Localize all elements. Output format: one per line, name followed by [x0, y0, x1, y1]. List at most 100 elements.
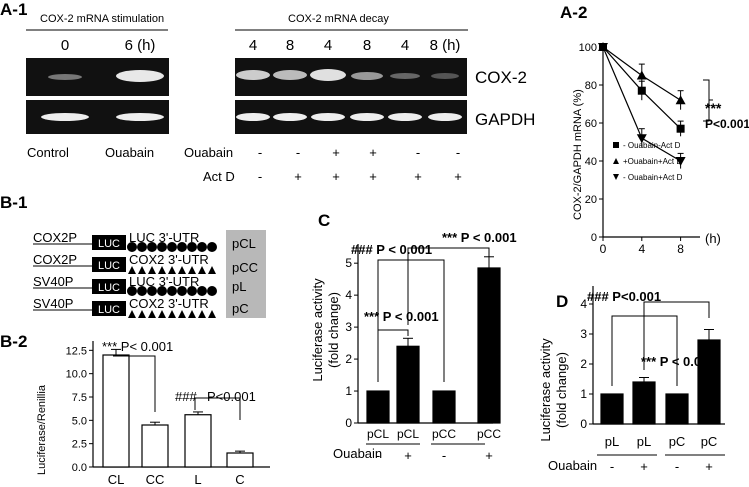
- b2-category-label: CL: [108, 472, 125, 487]
- are-element-triangle: [148, 266, 156, 274]
- are-element-circle: [157, 242, 167, 252]
- c-bar: [366, 390, 390, 424]
- gel-stim-cox2: [26, 58, 169, 96]
- ouabain-row-label: Ouabain: [184, 145, 233, 160]
- a2-significance: *** P<0.001: [703, 79, 749, 131]
- d-category-label: pL: [605, 434, 619, 449]
- legend-marker-triangle-up: [613, 158, 619, 164]
- a2-legend: - Ouabain-Act D +Ouabain+Act D - Ouabain…: [613, 141, 683, 182]
- d-ouabain-label: Ouabain: [548, 458, 597, 473]
- are-element-circle: [177, 286, 187, 296]
- sign: +: [332, 145, 340, 160]
- sign: -: [296, 145, 300, 160]
- are-element-circle: [127, 242, 137, 252]
- are-element-triangle: [148, 310, 156, 318]
- are-element-circle: [187, 242, 197, 252]
- utr-label: LUC 3'-UTR: [129, 230, 199, 245]
- panel-label-b1: B-1: [0, 193, 27, 212]
- legend-marker-square: [613, 142, 619, 148]
- a2-point: [598, 43, 608, 52]
- d-ytick-label: 1: [580, 387, 587, 401]
- promoter-label: COX2P: [33, 230, 77, 245]
- legend-entry: - Ouabain+Act D: [623, 173, 683, 182]
- c-category-label: pCC: [477, 427, 501, 441]
- sign: +: [369, 145, 377, 160]
- label-ouabain: Ouabain: [105, 145, 154, 160]
- d-category-label: pC: [669, 434, 686, 449]
- d-chart: 0 1 2 3 4 pL pL pC pC - + - +: [580, 286, 725, 474]
- construct-name: pC: [232, 301, 249, 316]
- are-element-triangle: [198, 310, 206, 318]
- are-element-triangle: [188, 266, 196, 274]
- c-sig-mid: *** P < 0.001: [364, 309, 439, 324]
- construct-name: pCL: [232, 236, 256, 251]
- promoter-label: SV40P: [33, 274, 73, 289]
- luc-label: LUC: [98, 238, 120, 250]
- b2-ytick-label: 0.0: [72, 462, 87, 474]
- label-control: Control: [27, 145, 69, 160]
- d-ytick-label: 4: [580, 297, 587, 311]
- luc-label: LUC: [98, 304, 120, 316]
- d-ouabain-sign: -: [675, 459, 679, 474]
- b2-sig1: *** P< 0.001: [102, 339, 173, 354]
- decay-time: 8: [286, 37, 294, 54]
- are-element-circle: [207, 242, 217, 252]
- a2-point: [675, 95, 686, 105]
- construct-name-box: [226, 230, 266, 318]
- decay-time: 4: [401, 37, 409, 54]
- sign: +: [414, 169, 422, 184]
- promoter-label: COX2P: [33, 252, 77, 267]
- actd-row-label: Act D: [203, 169, 235, 184]
- construct-row: SV40P LUC COX2 3'-UTR pC: [33, 296, 249, 318]
- sign: +: [454, 169, 462, 184]
- decay-times: 4 8 4 8 4 8 (h): [249, 37, 461, 54]
- are-element-triangle: [208, 266, 216, 274]
- are-element-triangle: [158, 266, 166, 274]
- sign: -: [416, 145, 420, 160]
- a2-xunit: (h): [705, 231, 721, 246]
- are-element-triangle: [138, 266, 146, 274]
- a2-ytick-label: 80: [585, 80, 597, 92]
- utr-label: COX2 3'-UTR: [129, 252, 209, 267]
- are-element-triangle: [188, 310, 196, 318]
- are-element-circle: [137, 286, 147, 296]
- are-element-circle: [147, 286, 157, 296]
- panel-label-d: D: [556, 292, 568, 311]
- luc-box: [92, 257, 126, 272]
- d-bar: [632, 381, 656, 425]
- d-ytick-label: 2: [580, 357, 587, 371]
- are-element-triangle: [178, 266, 186, 274]
- construct-row: COX2P LUC COX2 3'-UTR pCC: [33, 252, 258, 275]
- a2-point: [636, 134, 647, 144]
- are-element-triangle: [128, 266, 136, 274]
- a2-ytick-label: 40: [585, 156, 597, 168]
- are-element-circle: [167, 286, 177, 296]
- decay-time: 8: [363, 37, 371, 54]
- c-sig-top: ### P < 0.001: [351, 242, 432, 257]
- d-significance: *** P < 0.001 ### P<0.001: [587, 289, 716, 386]
- d-ytick-label: 3: [580, 327, 587, 341]
- a2-sig-stars: ***: [705, 100, 722, 116]
- c-ouabain-sign: -: [442, 448, 446, 463]
- gel-decay-gapdh: [235, 100, 467, 134]
- sign: +: [369, 169, 377, 184]
- b2-chart: 0.0 2.5 5.0 7.5 10.0 12.5 CL CC L C: [66, 341, 270, 487]
- c-ouabain-label: Ouabain: [333, 446, 382, 461]
- stim-time-6: 6 (h): [125, 37, 156, 54]
- b2-bar: [102, 354, 130, 468]
- construct-name: pL: [232, 279, 246, 294]
- are-element-circle: [147, 242, 157, 252]
- are-element-triangle: [128, 310, 136, 318]
- c-category-label: pCL: [367, 427, 389, 441]
- construct-name: pCC: [232, 260, 258, 275]
- legend-entry: +Ouabain+Act D: [623, 157, 682, 166]
- luc-box: [92, 235, 126, 250]
- construct-row: COX2P LUC LUC 3'-UTR pCL: [33, 230, 256, 252]
- actd-signs: - + + + + +: [258, 169, 462, 184]
- d-category-label: pL: [637, 434, 651, 449]
- c-significance: ### P < 0.001 *** P < 0.001 *** P < 0.00…: [351, 230, 517, 382]
- sign: +: [332, 169, 340, 184]
- are-element-triangle: [168, 266, 176, 274]
- d-bar: [600, 393, 624, 425]
- d-sig2: ### P<0.001: [587, 289, 661, 304]
